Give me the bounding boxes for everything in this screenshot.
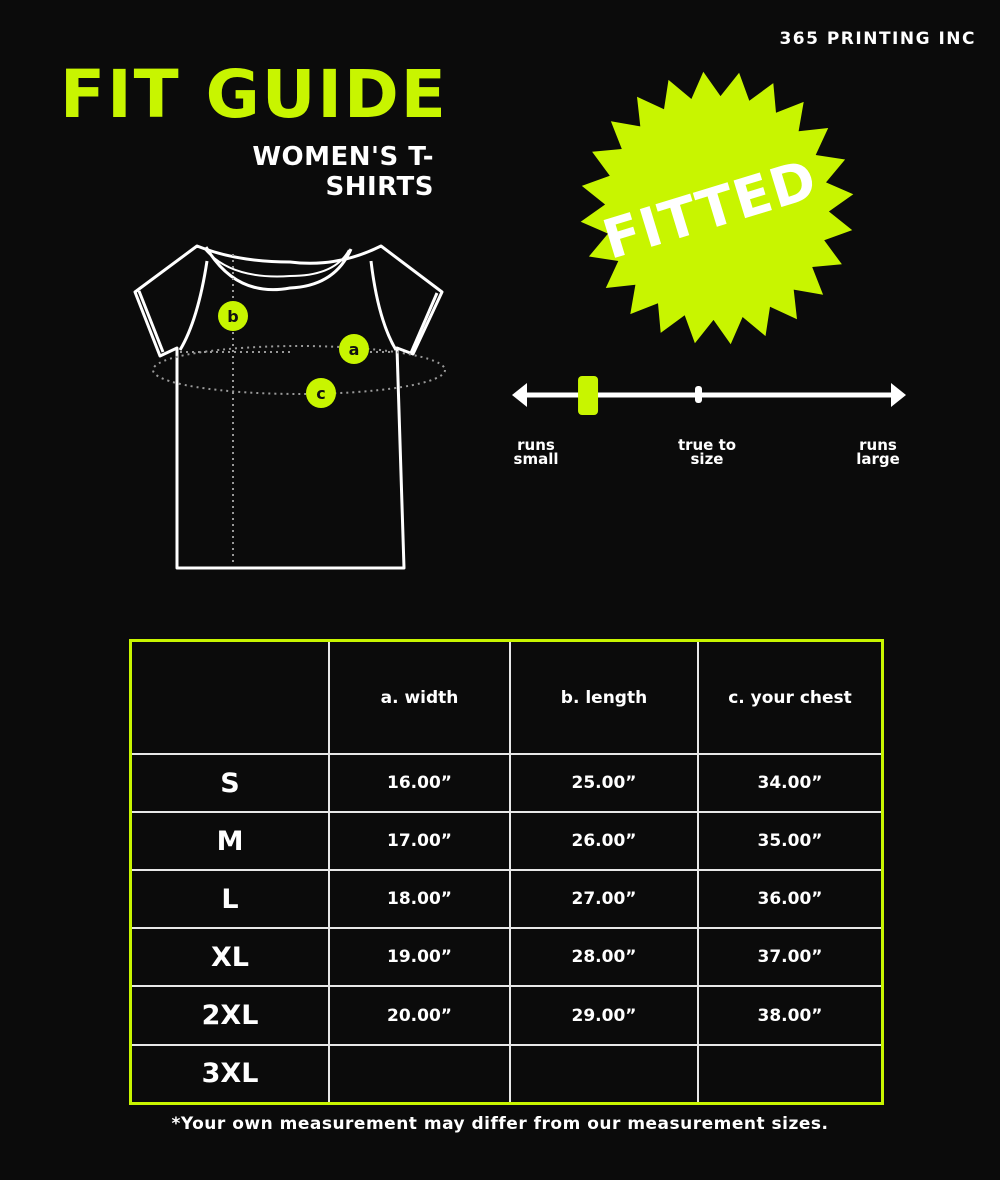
header-cell (129, 639, 330, 756)
fit-scale (512, 376, 906, 415)
table-row: M 17.00” 26.00” 35.00” (129, 811, 884, 872)
measurement-cell: 26.00” (509, 811, 699, 872)
footnote: *Your own measurement may differ from ou… (171, 1114, 829, 1134)
fit-level-marker (578, 376, 599, 415)
size-table: a. width b. length c. your chest S 16.00”… (129, 639, 884, 1105)
size-label: M (129, 811, 330, 872)
table-row: 2XL 20.00” 29.00” 38.00” (129, 985, 884, 1046)
table-row: L 18.00” 27.00” 36.00” (129, 869, 884, 930)
measurement-cell: 34.00” (697, 753, 884, 814)
svg-text:b: b (227, 307, 238, 326)
header-chest: c. your chest (697, 639, 884, 756)
measurement-cell: 38.00” (697, 985, 884, 1046)
artwork: b a c (133, 71, 906, 570)
svg-text:c: c (316, 384, 325, 403)
label-runs-small: runs small (513, 436, 559, 468)
measurement-cell: 28.00” (509, 927, 699, 988)
fitted-badge-starburst (580, 71, 854, 345)
measurement-cell: 29.00” (509, 985, 699, 1046)
measurement-cell: 20.00” (328, 985, 511, 1046)
size-label: 2XL (129, 985, 330, 1046)
arrow-right-icon (891, 383, 906, 407)
size-label: S (129, 753, 330, 814)
arrow-left-icon (512, 383, 527, 407)
header-width: a. width (328, 639, 511, 756)
measurement-cell: 35.00” (697, 811, 884, 872)
measurement-cell: 37.00” (697, 927, 884, 988)
tshirt-outline-icon (133, 244, 444, 570)
measurement-cell: 36.00” (697, 869, 884, 930)
measurement-cell: 18.00” (328, 869, 511, 930)
marker-c: c (306, 378, 336, 408)
measurement-cell: 25.00” (509, 753, 699, 814)
brand-name: 365 PRINTING INC (779, 29, 976, 49)
svg-text:a: a (349, 340, 360, 359)
page-subtitle: WOMEN'S T-SHIRTS (252, 142, 434, 202)
measurement-cell (328, 1043, 511, 1105)
marker-b: b (218, 301, 248, 331)
measurement-cell (509, 1043, 699, 1105)
size-label: XL (129, 927, 330, 988)
marker-a: a (339, 334, 369, 364)
page-title: FIT GUIDE (60, 56, 448, 133)
measurement-cell (697, 1043, 884, 1105)
measurement-cell: 27.00” (509, 869, 699, 930)
size-label: L (129, 869, 330, 930)
measurement-cell: 17.00” (328, 811, 511, 872)
header-length: b. length (509, 639, 699, 756)
label-runs-large: runs large (856, 436, 900, 468)
label-true-to-size: true to size (677, 436, 737, 468)
table-row: S 16.00” 25.00” 34.00” (129, 753, 884, 814)
size-label: 3XL (129, 1043, 330, 1105)
table-row: 3XL (129, 1043, 884, 1105)
measurement-guides (152, 254, 446, 562)
table-header-row: a. width b. length c. your chest (129, 639, 884, 756)
measurement-cell: 19.00” (328, 927, 511, 988)
true-to-size-tick (695, 386, 702, 403)
table-row: XL 19.00” 28.00” 37.00” (129, 927, 884, 988)
measurement-cell: 16.00” (328, 753, 511, 814)
